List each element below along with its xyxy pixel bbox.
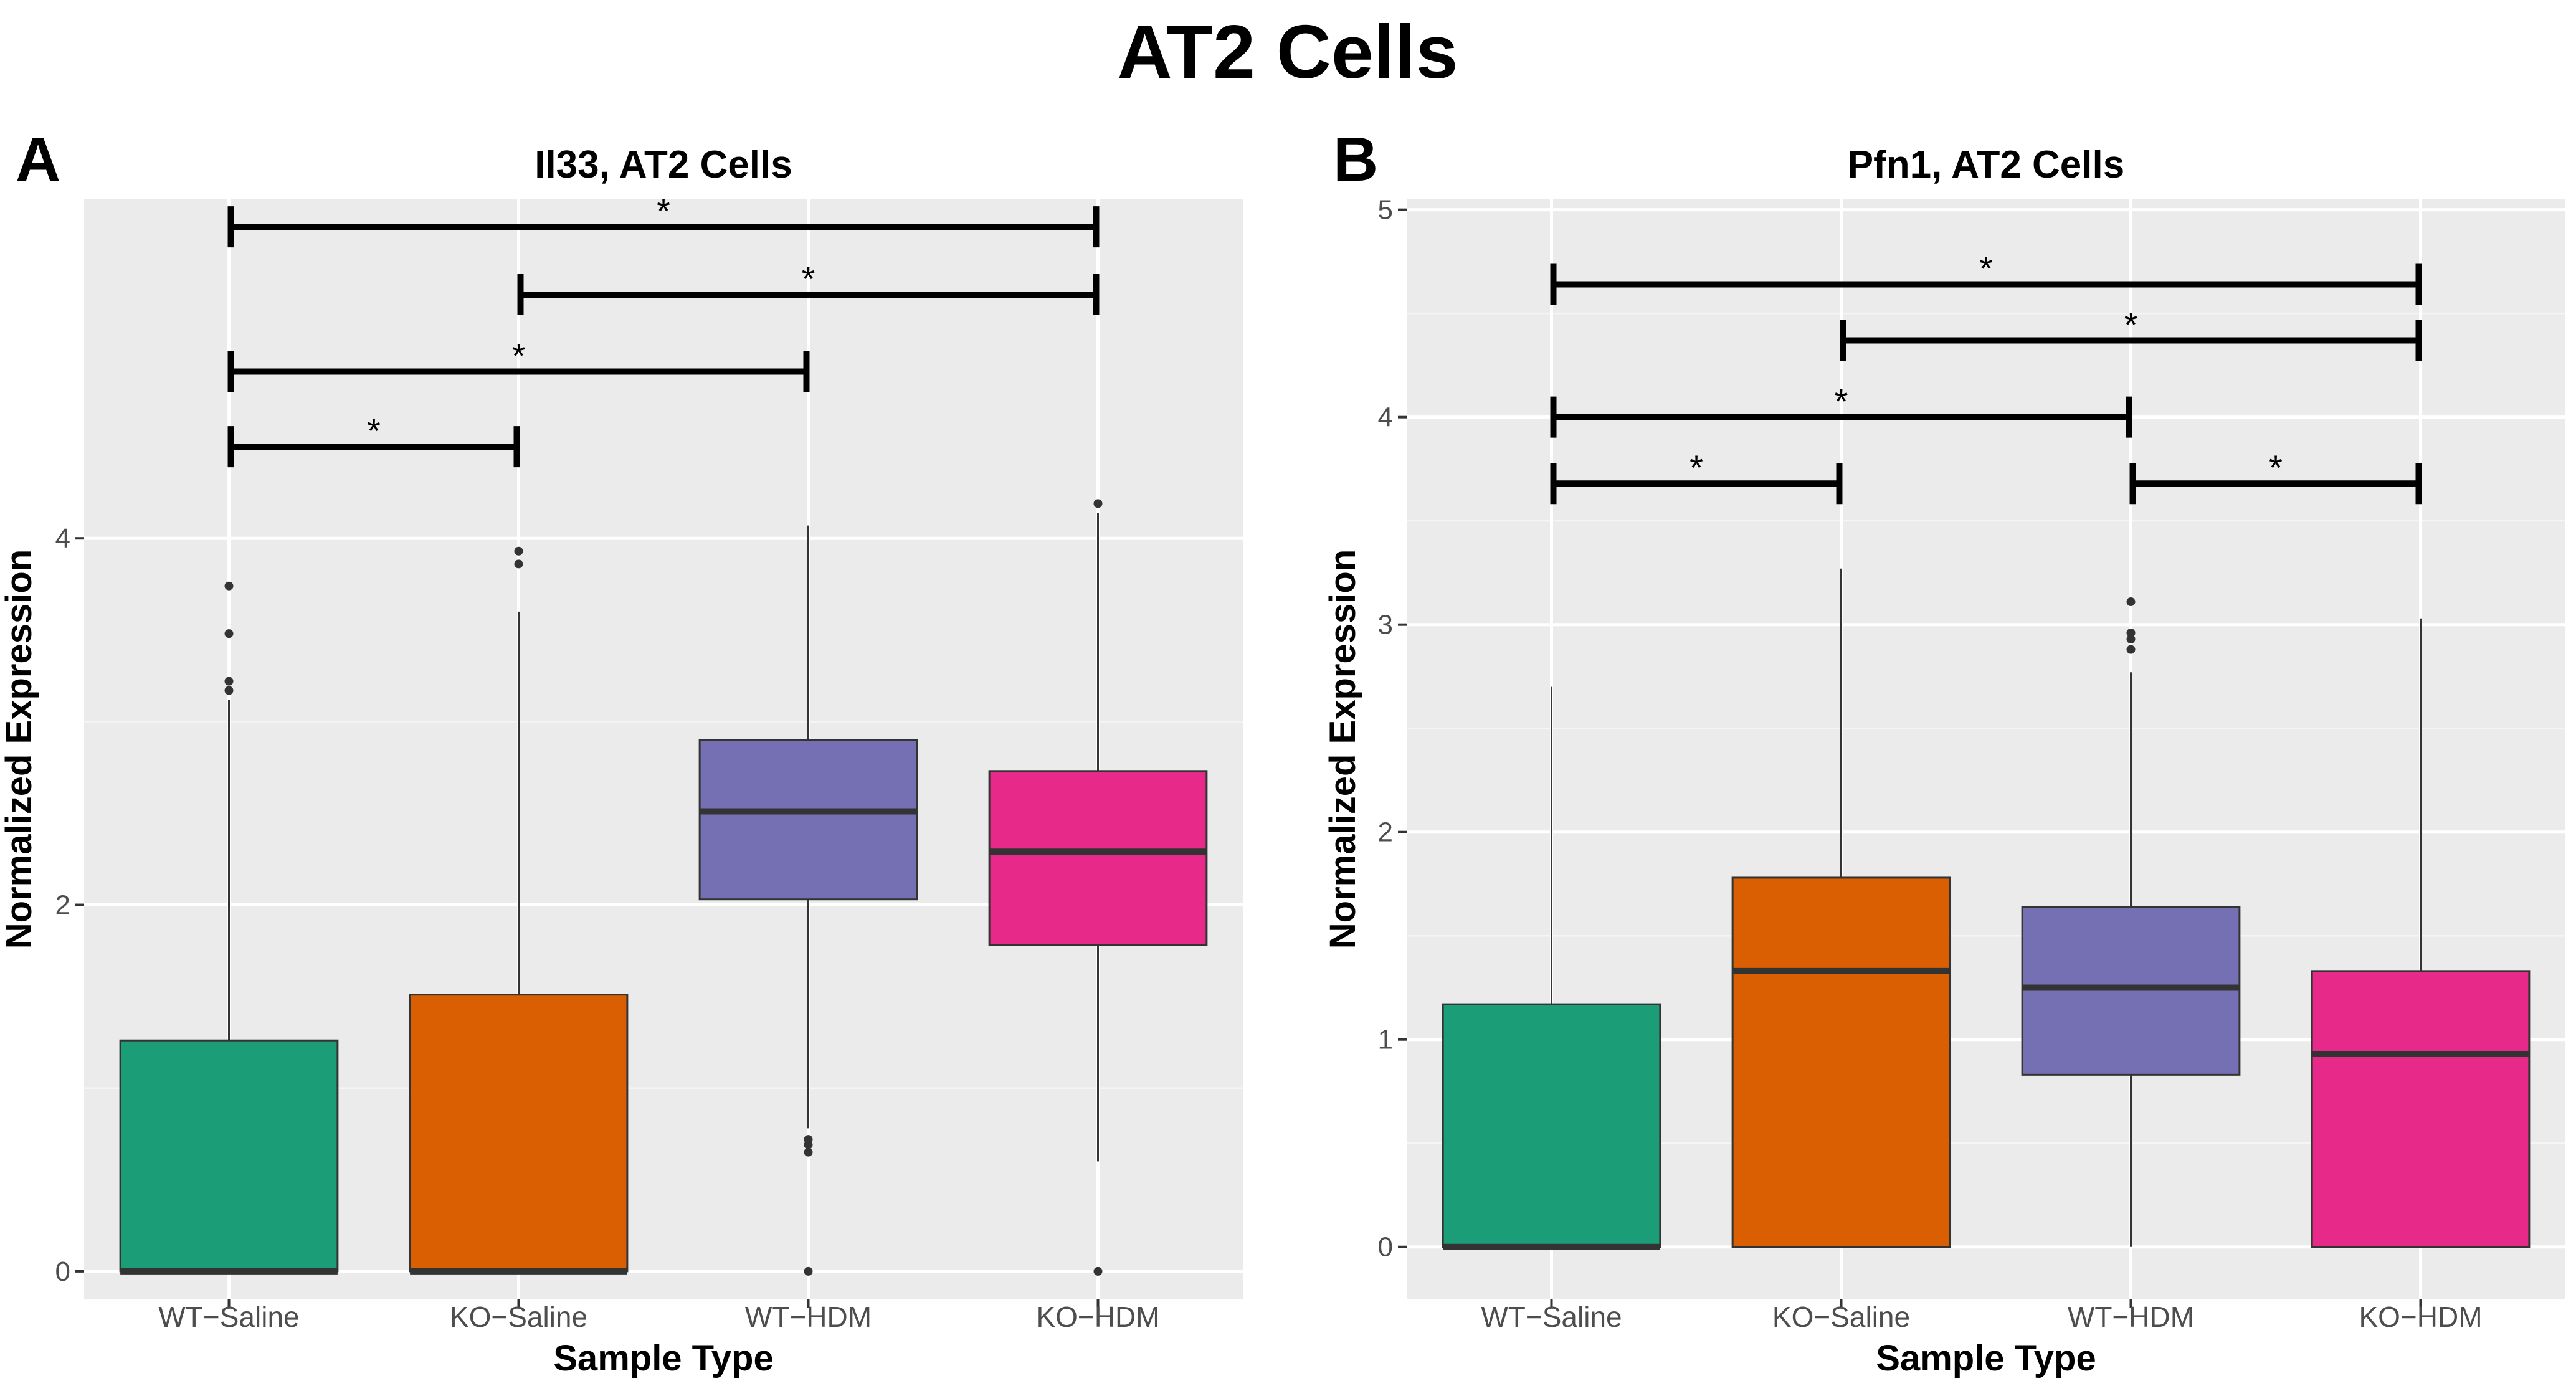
panel-b-x-axis-title: Sample Type [1876, 1338, 2096, 1379]
panel-a-outlier-ko-saline-0 [514, 559, 523, 569]
panel-a-outlier-wt-hdm-1 [804, 1147, 813, 1157]
panel-a: 0 2 4 WT−Saline KO−Saline WT−HDM KO−HDM * * * * A Il… [0, 125, 1243, 1379]
panel-a-significance-label: * [657, 191, 670, 230]
panel-b: 0 1 2 3 4 5 WT−Saline KO−Saline WT−HDM KO−HDM * * * *… [1323, 125, 2565, 1379]
panel-b-x-tick-label-wt-saline: WT−Saline [1481, 1301, 1622, 1333]
panel-a-box-ko-saline [409, 994, 629, 1273]
panel-a-significance-label: * [367, 411, 381, 450]
panel-b-label: B [1333, 125, 1378, 194]
panel-b-significance-bracket-3: * [1550, 448, 1843, 505]
panel-b-outlier-wt-hdm-2 [2126, 629, 2136, 638]
panel-a-outlier-wt-saline-1 [224, 677, 234, 686]
panel-a-x-tick-label-ko-saline: KO−Saline [450, 1301, 587, 1333]
panel-b-y-axis-title: Normalized Expression [1323, 549, 1363, 949]
panel-a-outlier-ko-hdm-0 [1093, 1266, 1103, 1276]
panel-b-outlier-wt-hdm-0 [2126, 645, 2136, 654]
panel-a-title: Il33, AT2 Cells [535, 143, 792, 186]
panel-a-y-tick-label-0: 0 [55, 1256, 70, 1287]
panel-b-significance-label: * [1690, 448, 1703, 487]
panel-a-x-tick-label-wt-hdm: WT−HDM [745, 1301, 872, 1333]
panel-b-box-ko-hdm [2311, 970, 2531, 1248]
panel-a-x-tick-label-wt-saline: WT−Saline [158, 1301, 299, 1333]
figure-title: AT2 Cells [1118, 9, 1458, 94]
panel-b-title: Pfn1, AT2 Cells [1848, 143, 2124, 186]
panel-b-significance-bracket-1: * [1840, 305, 2422, 361]
panel-b-outlier-wt-hdm-1 [2126, 635, 2136, 643]
panel-b-significance-bracket-0: * [1550, 249, 2422, 305]
panel-b-significance-label: * [2124, 305, 2138, 344]
panel-a-outlier-wt-saline-3 [224, 581, 234, 591]
panel-a-y-axis-title: Normalized Expression [0, 549, 39, 949]
panel-b-x-tick-label-ko-saline: KO−Saline [1772, 1301, 1910, 1333]
panel-a-outlier-wt-hdm-3 [804, 1135, 813, 1144]
panel-a-y-tick-label-4: 4 [55, 523, 70, 554]
panel-a-x-axis-title: Sample Type [553, 1338, 774, 1379]
panel-a-significance-bracket-0: * [227, 191, 1100, 248]
panel-b-box-wt-saline [1442, 1003, 1661, 1248]
panel-a-y-tick-label-2: 2 [55, 890, 70, 921]
panel-a-significance-bracket-1: * [517, 259, 1100, 315]
panel-b-x-tick-label-wt-hdm: WT−HDM [2068, 1301, 2194, 1333]
panel-b-y-tick-label-4: 4 [1378, 402, 1393, 433]
panel-b-box-ko-saline [1731, 876, 1951, 1248]
panel-b-significance-label: * [2269, 448, 2283, 487]
panel-b-significance-bracket-2: * [1550, 382, 2132, 438]
panel-b-y-tick-label-5: 5 [1378, 195, 1393, 226]
panel-b-significance-label: * [1979, 249, 1993, 288]
panel-b-y-tick-label-0: 0 [1378, 1232, 1393, 1263]
panel-a-box-wt-hdm [698, 739, 918, 901]
panel-a-x-tick-label-ko-hdm: KO−HDM [1036, 1301, 1159, 1333]
panel-a-outlier-ko-hdm-1 [1093, 499, 1103, 508]
panel-b-x-tick-label-ko-hdm: KO−HDM [2359, 1301, 2482, 1333]
panel-a-box-wt-saline [119, 1039, 339, 1273]
panel-a-box-ko-hdm [988, 770, 1208, 946]
panel-a-significance-label: * [512, 336, 526, 376]
panel-a-outlier-wt-saline-0 [224, 686, 234, 695]
panel-a-label: A [16, 125, 60, 194]
panel-b-y-tick-label-1: 1 [1378, 1025, 1393, 1055]
panel-a-outlier-wt-hdm-0 [804, 1266, 813, 1276]
panel-a-outlier-wt-saline-2 [224, 629, 234, 639]
panel-b-outlier-wt-hdm-3 [2126, 597, 2136, 607]
panel-b-significance-bracket-4: * [2129, 448, 2422, 505]
panel-a-significance-label: * [802, 259, 815, 298]
panel-b-significance-label: * [1835, 382, 1848, 421]
panel-a-significance-bracket-3: * [227, 411, 520, 468]
panel-a-significance-bracket-2: * [227, 336, 810, 392]
panel-a-outlier-ko-saline-1 [514, 546, 523, 556]
panel-b-y-tick-label-3: 3 [1378, 610, 1393, 640]
panel-b-y-tick-label-2: 2 [1378, 817, 1393, 848]
